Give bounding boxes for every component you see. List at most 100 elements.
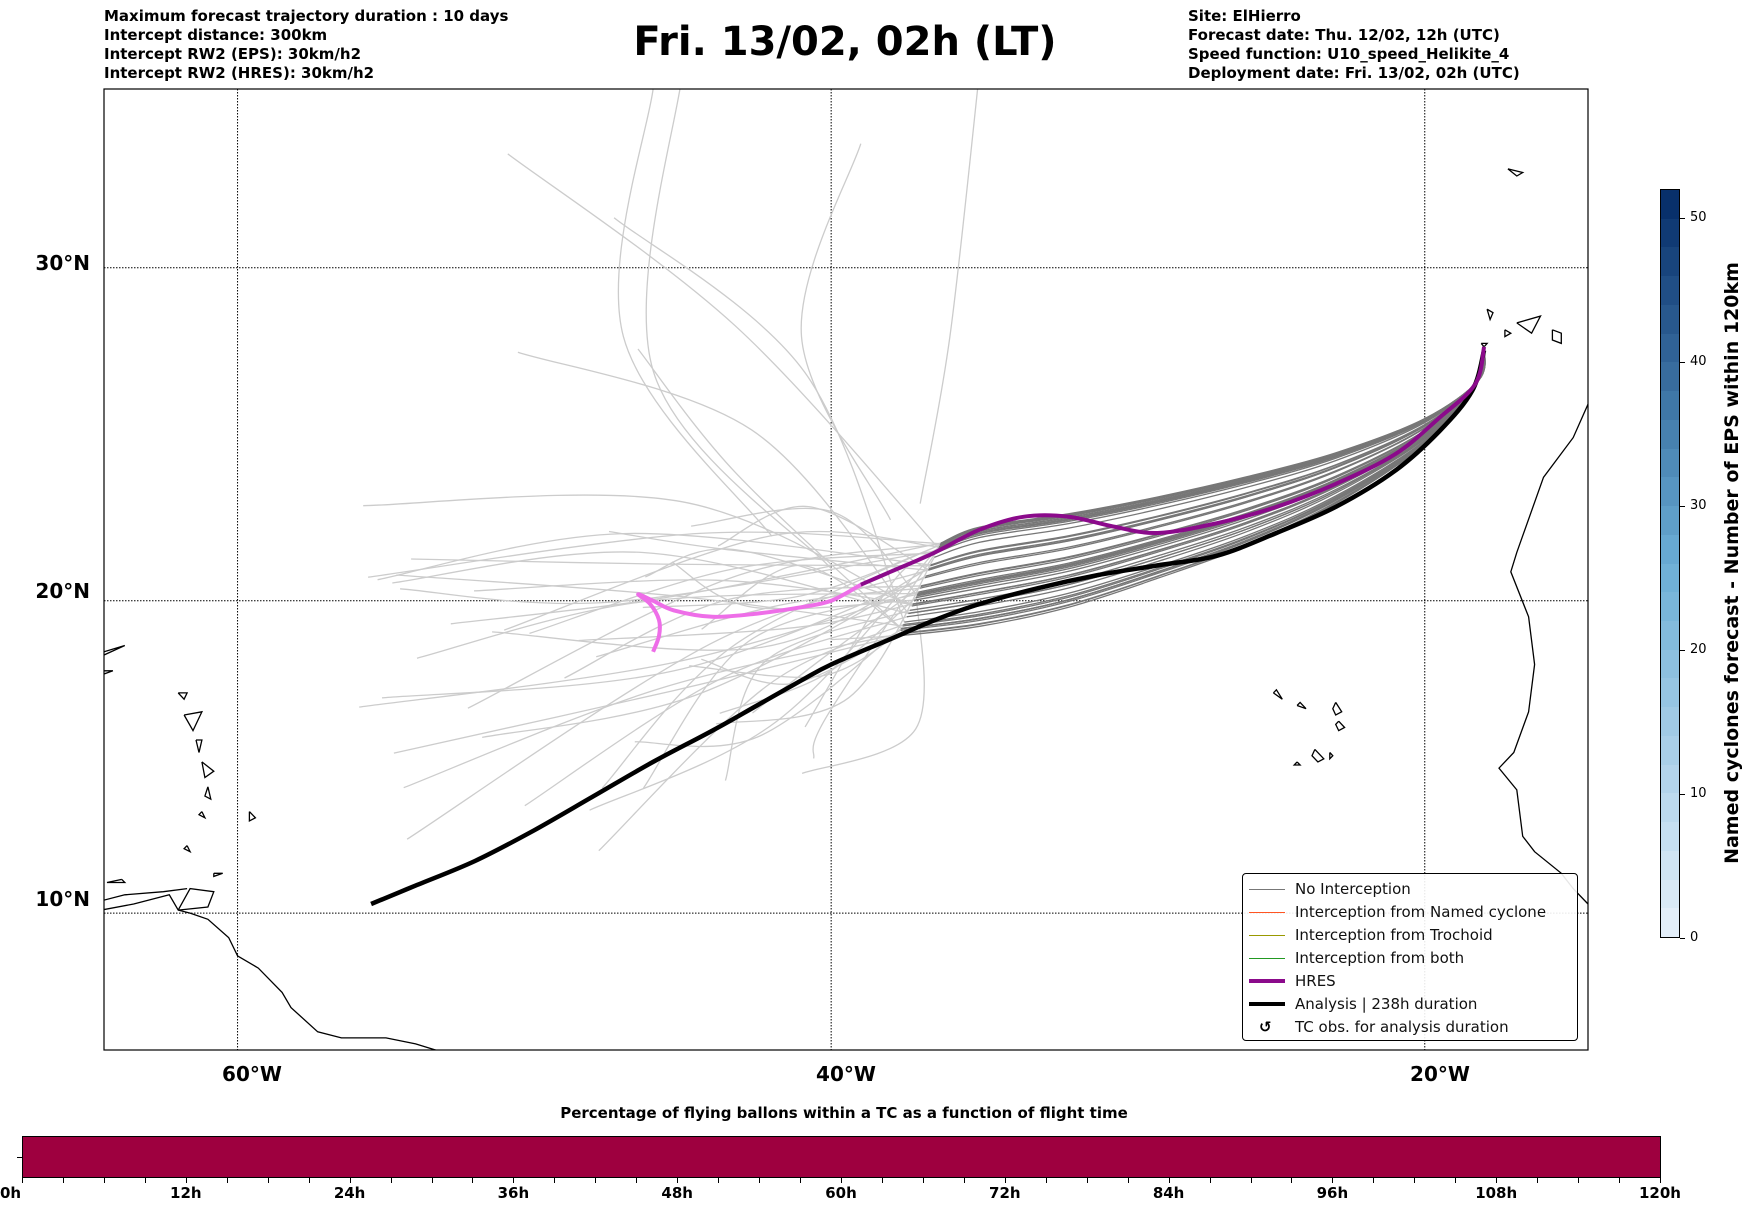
timebar-tick	[144, 1178, 146, 1183]
eps-trajectory-late	[800, 143, 892, 521]
lon-label-20w: 20°W	[1410, 1062, 1470, 1086]
timebar-tick	[431, 1178, 433, 1183]
legend-item-tc-obs: ↺ TC obs. for analysis duration	[1243, 1016, 1577, 1039]
timebar-label: 72h	[989, 1184, 1021, 1202]
legend-label: No Interception	[1295, 880, 1411, 898]
timebar-tick	[513, 1178, 515, 1183]
colorbar-segment	[1661, 247, 1679, 277]
lon-label-40w: 40°W	[816, 1062, 876, 1086]
timebar-tick	[800, 1178, 802, 1183]
coastline-segment	[1516, 315, 1542, 335]
eps-trajectory-late	[393, 635, 899, 754]
coastline-segment	[1334, 720, 1346, 732]
timebar-tick	[1578, 1178, 1580, 1183]
colorbar-tick-label: 20	[1690, 641, 1707, 657]
eps-trajectory-late	[617, 89, 773, 537]
legend-label: HRES	[1295, 972, 1336, 990]
colorbar-segment	[1661, 649, 1679, 679]
timebar-tick	[226, 1178, 228, 1183]
colorbar-segment	[1661, 477, 1679, 507]
colorbar-segment	[1661, 218, 1679, 248]
page-title: Fri. 13/02, 02h (LT)	[633, 19, 1057, 65]
colorbar	[1660, 189, 1680, 938]
eps-trajectory-late	[642, 593, 918, 789]
legend-label: Interception from both	[1295, 949, 1465, 967]
coastline-segment	[104, 644, 126, 656]
timebar-tick	[595, 1178, 597, 1183]
coastline-segment	[197, 811, 207, 820]
legend-line-olive	[1249, 935, 1285, 936]
timebar-title: Percentage of flying ballons within a TC…	[560, 1104, 1128, 1122]
colorbar-segment	[1661, 419, 1679, 449]
timebar-tick	[1291, 1178, 1293, 1183]
eps-trajectory-late	[403, 633, 900, 789]
eps-trajectory-late	[529, 552, 937, 635]
timebar-tick	[1086, 1178, 1088, 1183]
coastline-segment	[1480, 342, 1489, 348]
lat-label-30n: 30°N	[35, 251, 90, 275]
colorbar-tick	[1680, 361, 1685, 363]
coastlines	[104, 168, 1588, 1050]
lon-label-60w: 60°W	[222, 1062, 282, 1086]
timebar-tick	[1496, 1178, 1498, 1183]
eps-trajectory-early	[908, 346, 1485, 614]
info-intercept-hres: Intercept RW2 (HRES): 30km/h2	[104, 64, 375, 82]
timebar-tick	[1250, 1178, 1252, 1183]
eps-trajectory-late	[524, 616, 908, 807]
coastline-segment	[104, 670, 114, 675]
eps-trajectory-early	[900, 346, 1485, 631]
analysis-track	[370, 349, 1487, 907]
timebar-tick	[308, 1178, 310, 1183]
timebar-tick	[62, 1178, 64, 1183]
timebar-tick	[963, 1178, 965, 1183]
timebar-tick	[1455, 1178, 1457, 1183]
legend-item-no-interception: No Interception	[1243, 878, 1577, 901]
legend-label: TC obs. for analysis duration	[1295, 1018, 1509, 1036]
colorbar-segment	[1661, 304, 1679, 334]
colorbar-segment	[1661, 391, 1679, 420]
coastline-segment	[1507, 168, 1525, 177]
colorbar-tick-label: 10	[1690, 785, 1707, 801]
eps-trajectory-early	[912, 346, 1485, 605]
timebar-tick	[185, 1178, 187, 1183]
timebar-tick	[922, 1178, 924, 1183]
timebar-label: 120h	[1639, 1184, 1681, 1202]
eps-trajectory-late	[363, 494, 913, 607]
timebar-tick	[841, 1178, 842, 1183]
legend-label: Interception from Named cyclone	[1295, 903, 1547, 921]
eps-trajectory-late	[719, 597, 917, 714]
coastline-segment	[201, 761, 215, 779]
eps-trajectory-late	[507, 153, 939, 549]
colorbar-segment	[1661, 793, 1679, 823]
colorbar-tick	[1680, 793, 1685, 795]
timebar-tick	[636, 1178, 638, 1183]
legend-line-black	[1249, 1002, 1285, 1006]
eps-trajectory-late	[467, 543, 941, 709]
info-intercept-distance: Intercept distance: 300km	[104, 26, 328, 44]
colorbar-tick	[1680, 649, 1685, 651]
colorbar-segment	[1661, 707, 1679, 736]
coastline-segment	[106, 878, 127, 884]
colorbar-segment	[1661, 563, 1679, 593]
info-intercept-eps: Intercept RW2 (EPS): 30km/h2	[104, 45, 361, 63]
legend-line-orange	[1249, 912, 1285, 913]
site-info: Site: ElHierro Forecast date: Thu. 12/02…	[1188, 7, 1520, 83]
timebar-tick	[554, 1178, 556, 1183]
info-deployment-date: Deployment date: Fri. 13/02, 02h (UTC)	[1188, 64, 1520, 82]
timebar-tick	[1045, 1178, 1047, 1183]
coastline-segment	[1311, 748, 1325, 763]
colorbar-segment	[1661, 735, 1679, 765]
timebar-tick	[881, 1178, 883, 1183]
colorbar-segment	[1661, 448, 1679, 478]
coastline-segment	[1332, 702, 1343, 716]
eps-trajectory-early	[908, 346, 1485, 615]
eps-trajectory-late	[411, 558, 931, 567]
timebar-label: 48h	[661, 1184, 693, 1202]
info-max-duration: Maximum forecast trajectory duration : 1…	[104, 7, 509, 25]
eps-trajectory-late	[416, 592, 918, 659]
eps-trajectory-late	[392, 551, 909, 615]
eps-trajectory-late	[634, 628, 902, 748]
timebar-label: 96h	[1316, 1184, 1349, 1202]
colorbar-tick-label: 30	[1690, 497, 1707, 513]
